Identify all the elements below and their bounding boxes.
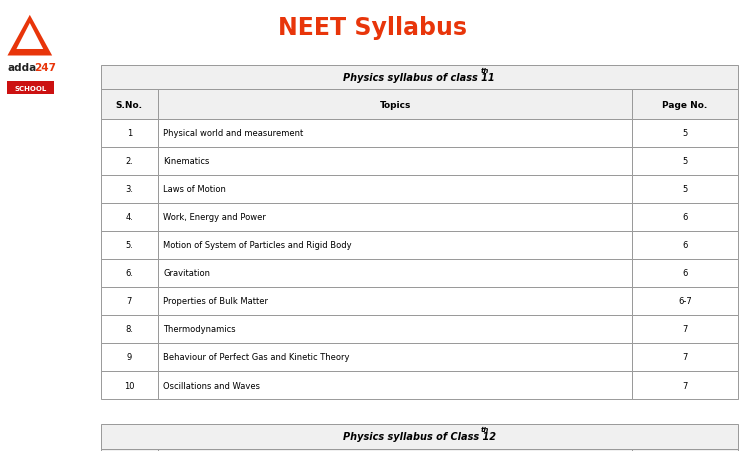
- Bar: [158, 175, 633, 203]
- Bar: [633, 371, 738, 399]
- Bar: [158, 315, 633, 343]
- Text: 1: 1: [127, 129, 132, 138]
- Bar: [158, 343, 633, 371]
- Bar: [158, 90, 633, 120]
- Bar: [158, 147, 633, 175]
- Bar: [633, 90, 738, 120]
- Bar: [101, 90, 158, 120]
- Text: Behaviour of Perfect Gas and Kinetic Theory: Behaviour of Perfect Gas and Kinetic The…: [163, 353, 349, 362]
- Bar: [158, 287, 633, 315]
- Text: 7: 7: [127, 297, 132, 306]
- Bar: [633, 203, 738, 231]
- Text: th: th: [481, 68, 489, 74]
- Text: Thermodynamics: Thermodynamics: [163, 325, 235, 334]
- Text: NEET Syllabus: NEET Syllabus: [278, 16, 467, 40]
- Bar: [158, 449, 633, 451]
- Text: 6: 6: [682, 241, 688, 250]
- Bar: [101, 315, 158, 343]
- Bar: [158, 259, 633, 287]
- Text: Laws of Motion: Laws of Motion: [163, 185, 226, 194]
- Text: Kinematics: Kinematics: [163, 157, 209, 166]
- Text: Topics: Topics: [379, 101, 410, 109]
- Bar: [158, 203, 633, 231]
- Text: 5: 5: [682, 185, 688, 194]
- Bar: [101, 287, 158, 315]
- Text: 7: 7: [682, 325, 688, 334]
- Bar: [101, 343, 158, 371]
- Text: Page No.: Page No.: [662, 101, 708, 109]
- Text: 5: 5: [682, 157, 688, 166]
- Bar: [633, 147, 738, 175]
- Text: 6: 6: [682, 213, 688, 222]
- Bar: [101, 175, 158, 203]
- Text: Gravitation: Gravitation: [163, 269, 210, 278]
- Bar: [101, 231, 158, 259]
- Polygon shape: [7, 16, 52, 56]
- Text: S.No.: S.No.: [115, 101, 143, 109]
- Text: 10: 10: [124, 381, 135, 390]
- Text: Oscillations and Waves: Oscillations and Waves: [163, 381, 260, 390]
- Bar: [158, 120, 633, 147]
- Text: SCHOOL: SCHOOL: [14, 85, 47, 92]
- Bar: [633, 120, 738, 147]
- Text: 5.: 5.: [125, 241, 133, 250]
- Text: 6.: 6.: [125, 269, 133, 278]
- Text: 2.: 2.: [125, 157, 133, 166]
- Bar: [101, 65, 738, 90]
- Bar: [633, 287, 738, 315]
- Bar: [633, 231, 738, 259]
- Bar: [633, 449, 738, 451]
- Polygon shape: [16, 24, 43, 50]
- Bar: [101, 259, 158, 287]
- Bar: [158, 371, 633, 399]
- Bar: [101, 424, 738, 449]
- Bar: [101, 147, 158, 175]
- Text: Physical world and measurement: Physical world and measurement: [163, 129, 303, 138]
- Bar: [633, 315, 738, 343]
- Text: 247: 247: [34, 63, 57, 73]
- Bar: [101, 120, 158, 147]
- Bar: [633, 343, 738, 371]
- Text: 8.: 8.: [125, 325, 133, 334]
- Bar: [633, 175, 738, 203]
- Text: 7: 7: [682, 381, 688, 390]
- Text: 6: 6: [682, 269, 688, 278]
- Text: Work, Energy and Power: Work, Energy and Power: [163, 213, 266, 222]
- Text: Properties of Bulk Matter: Properties of Bulk Matter: [163, 297, 268, 306]
- Text: 5: 5: [682, 129, 688, 138]
- Text: 7: 7: [682, 353, 688, 362]
- Bar: [101, 449, 158, 451]
- Bar: [7, 82, 54, 95]
- Text: 6-7: 6-7: [678, 297, 692, 306]
- Bar: [101, 203, 158, 231]
- Text: Motion of System of Particles and Rigid Body: Motion of System of Particles and Rigid …: [163, 241, 352, 250]
- Bar: [633, 259, 738, 287]
- Text: 4.: 4.: [125, 213, 133, 222]
- Text: 9: 9: [127, 353, 132, 362]
- Text: 3.: 3.: [125, 185, 133, 194]
- Text: th: th: [481, 426, 489, 432]
- Bar: [158, 231, 633, 259]
- Text: Physics syllabus of Class 12: Physics syllabus of Class 12: [343, 431, 495, 442]
- Text: adda: adda: [7, 63, 37, 73]
- Bar: [101, 371, 158, 399]
- Text: Physics syllabus of class 11: Physics syllabus of class 11: [343, 73, 495, 83]
